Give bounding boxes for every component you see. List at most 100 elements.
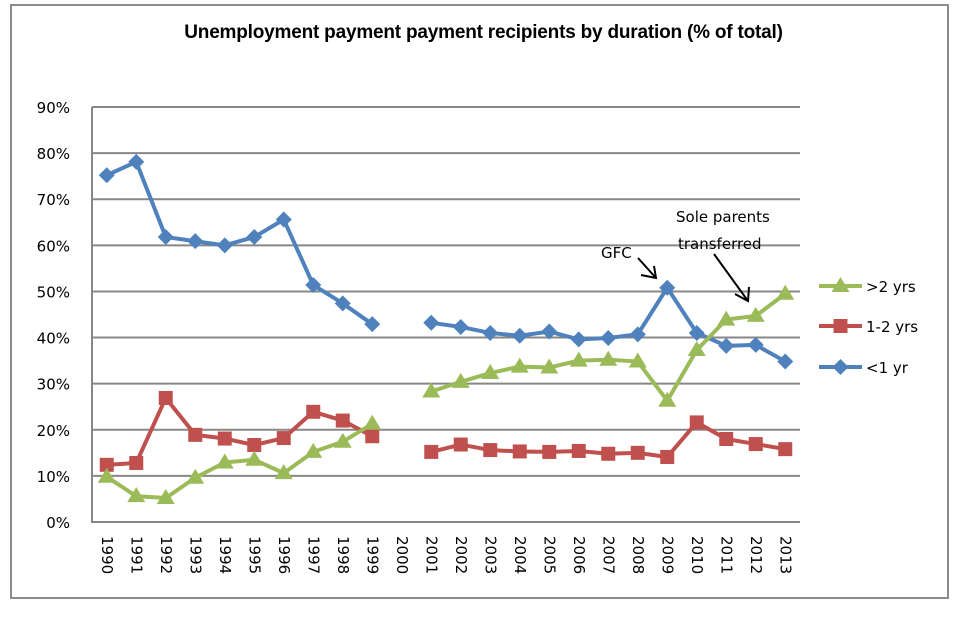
data-point [569, 351, 588, 367]
x-tick-label: 1992 [157, 536, 175, 574]
data-point [156, 489, 175, 505]
x-tick-label: 1997 [304, 536, 322, 574]
data-point [510, 357, 529, 373]
data-point [275, 211, 292, 228]
y-tick-label: 0% [46, 514, 70, 532]
data-point [541, 323, 558, 340]
data-point [217, 431, 232, 446]
annotation-sole-parents-line1: Sole parents [676, 208, 770, 226]
data-point [746, 306, 765, 322]
data-point [689, 415, 704, 430]
data-point [98, 167, 115, 184]
data-point [97, 467, 116, 483]
x-tick-label: 2003 [481, 536, 499, 574]
data-point [453, 437, 468, 452]
data-point [186, 468, 205, 484]
data-point [601, 446, 616, 461]
y-tick-label: 10% [37, 468, 70, 486]
legend-marker [831, 277, 850, 292]
x-tick-label: 1999 [363, 536, 381, 574]
data-point [424, 444, 439, 459]
x-tick-label: 2006 [570, 536, 588, 574]
data-point [482, 324, 499, 341]
data-point [571, 443, 586, 458]
data-point [247, 437, 262, 452]
data-point [365, 429, 380, 444]
data-point [717, 310, 736, 326]
data-point [157, 229, 174, 246]
y-tick-label: 70% [37, 191, 70, 209]
data-point [542, 444, 557, 459]
data-point [187, 233, 204, 250]
data-point [629, 326, 646, 343]
x-tick-label: 2012 [747, 536, 765, 574]
data-point [276, 431, 291, 446]
data-point [274, 464, 293, 480]
series-line [105, 422, 374, 501]
data-point [512, 444, 527, 459]
data-point [748, 437, 763, 452]
data-point [423, 314, 440, 331]
x-tick-label: 1998 [334, 536, 352, 574]
x-tick-label: 1991 [127, 536, 145, 574]
x-tick-label: 2009 [658, 536, 676, 574]
series-2-yrs [97, 284, 795, 505]
data-point [304, 442, 323, 458]
data-point [333, 432, 352, 448]
legend-item: <1 yr [819, 359, 909, 377]
data-point [246, 229, 263, 246]
data-point [658, 391, 677, 407]
data-point [363, 414, 382, 430]
data-point [719, 432, 734, 446]
data-point [777, 353, 794, 370]
annotation-sole-parents-line2: transferred [678, 235, 762, 253]
data-point [451, 372, 470, 388]
data-point [481, 364, 500, 380]
x-tick-label: 2005 [540, 536, 558, 574]
data-point [452, 318, 469, 335]
x-tick-label: 1995 [245, 536, 263, 574]
data-point [776, 284, 795, 300]
legend-item: 1-2 yrs [819, 318, 918, 336]
data-point [687, 341, 706, 357]
data-point [127, 487, 146, 503]
data-point [778, 442, 793, 457]
series-layer [97, 153, 795, 505]
data-point [305, 276, 322, 293]
legend-label: >2 yrs [866, 278, 916, 296]
y-tick-label: 20% [37, 422, 70, 440]
x-tick-label: 2001 [422, 536, 440, 574]
axes [91, 107, 800, 523]
legend-item: >2 yrs [819, 277, 916, 296]
data-point [99, 457, 114, 472]
x-tick-label: 2002 [452, 536, 470, 574]
data-point [688, 324, 705, 341]
x-tick-label: 1994 [216, 536, 234, 574]
x-tick-label: 1993 [186, 536, 204, 574]
series-line [106, 395, 374, 467]
x-tick-label: 2004 [511, 536, 529, 574]
data-point [630, 445, 645, 460]
data-point [660, 449, 675, 464]
x-tick-label: 2008 [629, 536, 647, 574]
annotation-sole-parents-arrowhead [734, 286, 750, 303]
annotation-gfc-arrow [637, 257, 657, 279]
x-tick-label: 2013 [776, 536, 794, 574]
data-point [659, 279, 676, 296]
data-point [335, 413, 350, 428]
annotation-sole-parents-arrow [713, 253, 749, 302]
legend-label: <1 yr [866, 359, 909, 377]
data-point [599, 350, 618, 366]
annotation-gfc-arrowhead [640, 265, 658, 280]
data-point [570, 331, 587, 348]
data-point [128, 153, 145, 170]
y-axis-ticks: 0% 10% 20% 30% 40% 50% 60% 70% 80% 90% [37, 99, 70, 532]
y-tick-label: 60% [37, 237, 70, 255]
y-tick-label: 30% [37, 376, 70, 394]
y-tick-label: 50% [37, 283, 70, 301]
x-tick-label: 2011 [717, 536, 735, 574]
chart-title: Unemployment payment payment recipients … [184, 22, 783, 43]
data-point [215, 453, 234, 469]
data-point [245, 450, 264, 466]
y-tick-label: 90% [37, 99, 70, 117]
